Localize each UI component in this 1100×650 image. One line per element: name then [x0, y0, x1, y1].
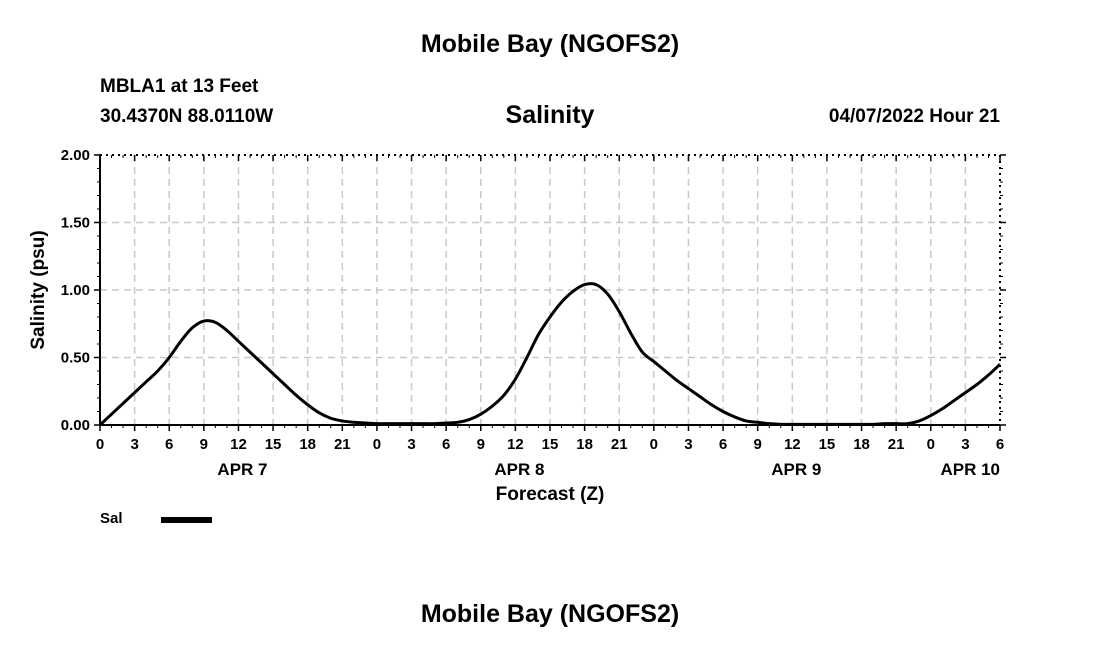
x-tick-label: 6	[996, 436, 1004, 453]
y-tick-label: 2.00	[61, 147, 90, 164]
x-axis-ticks: 0 3 6 9 12 15 18 21 0 3 6 9 12 15 18 21 0 3 6 9 12 15 18 21 0 3 6	[96, 155, 1004, 453]
x-tick-label: 9	[200, 436, 208, 453]
x-tick-label: 3	[961, 436, 969, 453]
station-label: MBLA1 at 13 Feet	[100, 76, 259, 97]
date-labels: APR 7 APR 8 APR 9 APR 10	[217, 460, 1000, 479]
y-tick-label: 0.50	[61, 350, 90, 367]
x-tick-label: 12	[784, 436, 801, 453]
x-tick-label: 18	[853, 436, 870, 453]
y-axis-label: Salinity (psu)	[28, 230, 49, 349]
grid-lines	[100, 155, 1000, 425]
x-tick-label: 21	[334, 436, 351, 453]
x-tick-label: 15	[819, 436, 836, 453]
x-tick-label: 6	[719, 436, 727, 453]
x-tick-label: 0	[927, 436, 935, 453]
chart-main-title: Mobile Bay (NGOFS2)	[420, 30, 680, 58]
x-tick-label: 6	[442, 436, 450, 453]
date-label: APR 9	[771, 460, 821, 479]
date-label: APR 7	[217, 460, 267, 479]
station-coordinates: 30.4370N 88.0110W	[100, 106, 274, 127]
x-tick-label: 18	[576, 436, 593, 453]
x-tick-label: 18	[299, 436, 316, 453]
legend-line-swatch	[161, 517, 212, 523]
x-tick-label: 12	[507, 436, 524, 453]
salinity-series-line	[98, 282, 1002, 427]
x-tick-label: 0	[650, 436, 658, 453]
x-tick-label: 21	[888, 436, 905, 453]
y-axis-ticks: 0.00 0.50 1.00 1.50 2.00	[61, 147, 1006, 434]
x-tick-label: 3	[130, 436, 138, 453]
x-tick-label: 9	[754, 436, 762, 453]
x-tick-label: 3	[684, 436, 692, 453]
forecast-timestamp: 04/07/2022 Hour 21	[828, 106, 1000, 127]
date-label: APR 10	[940, 460, 1000, 479]
x-tick-label: 12	[230, 436, 247, 453]
x-axis-label: Forecast (Z)	[496, 484, 605, 505]
x-tick-label: 0	[373, 436, 381, 453]
x-tick-label: 15	[265, 436, 282, 453]
x-tick-label: 9	[477, 436, 485, 453]
legend-label: Sal	[100, 510, 123, 527]
x-tick-label: 21	[611, 436, 628, 453]
y-tick-label: 1.50	[61, 215, 90, 232]
y-tick-label: 1.00	[61, 282, 90, 299]
plot-title: Salinity	[505, 101, 595, 129]
x-tick-label: 15	[542, 436, 559, 453]
x-tick-label: 6	[165, 436, 173, 453]
y-tick-label: 0.00	[61, 417, 90, 434]
x-tick-label: 0	[96, 436, 104, 453]
chart-repeated-title: Mobile Bay (NGOFS2)	[420, 600, 680, 628]
x-tick-label: 3	[407, 436, 415, 453]
date-label: APR 8	[494, 460, 544, 479]
